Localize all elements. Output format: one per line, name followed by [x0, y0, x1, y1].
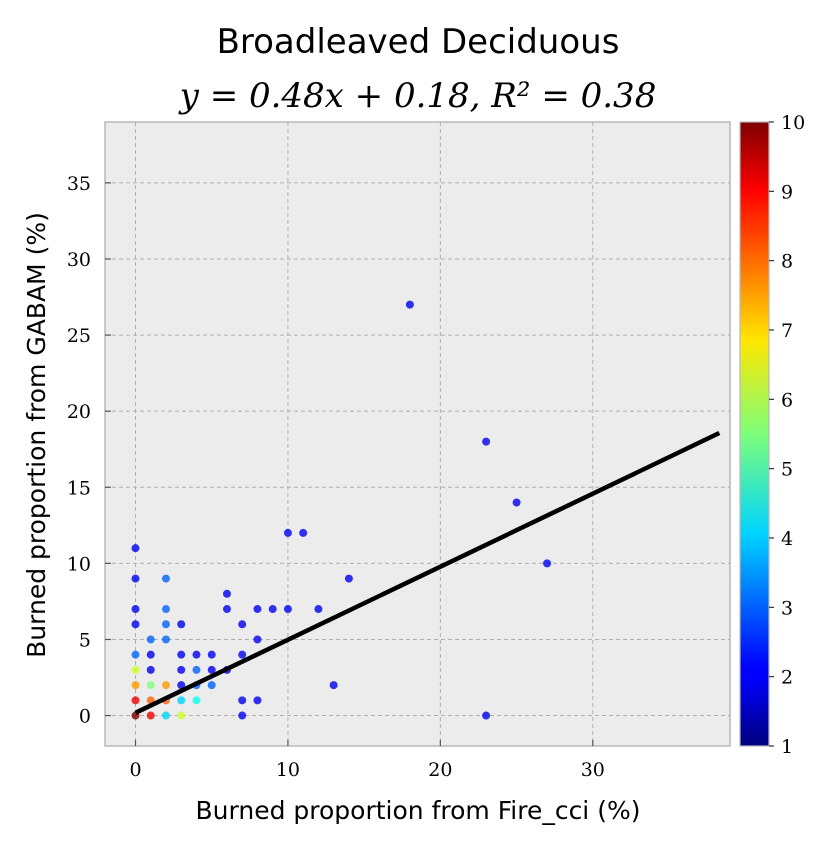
data-point — [283, 528, 292, 537]
data-point — [253, 605, 262, 614]
y-tick-label: 35 — [67, 173, 91, 195]
plot-area — [104, 121, 731, 747]
colorbar-tick-label: 8 — [781, 251, 793, 273]
data-point — [207, 665, 216, 674]
data-point — [131, 544, 140, 553]
colorbar-tick-label: 2 — [781, 667, 793, 689]
data-point — [177, 681, 186, 690]
colorbar-tick-label: 4 — [781, 528, 793, 550]
data-point — [238, 650, 247, 659]
data-point — [131, 605, 140, 614]
data-point — [222, 589, 231, 598]
y-tick-label: 25 — [67, 325, 91, 347]
data-point — [207, 650, 216, 659]
data-point — [177, 620, 186, 629]
data-point — [131, 681, 140, 690]
data-point — [253, 696, 262, 705]
data-point — [146, 635, 155, 644]
data-point — [146, 711, 155, 720]
data-point — [161, 605, 170, 614]
data-point — [146, 681, 155, 690]
data-point — [131, 650, 140, 659]
data-point — [131, 620, 140, 629]
data-point — [222, 605, 231, 614]
colorbar-tick-label: 9 — [781, 181, 793, 203]
data-point — [192, 665, 201, 674]
colorbar-tick-label: 7 — [781, 320, 793, 342]
data-point — [344, 574, 353, 583]
data-point — [146, 650, 155, 659]
data-point — [268, 605, 277, 614]
data-point — [146, 665, 155, 674]
data-point — [329, 681, 338, 690]
data-point — [131, 574, 140, 583]
data-point — [177, 665, 186, 674]
data-point — [482, 711, 491, 720]
chart-title: Broadleaved Deciduous — [217, 22, 620, 62]
data-point — [482, 437, 491, 446]
regression-equation: y = 0.48x + 0.18, R² = 0.38 — [178, 76, 657, 116]
colorbar-tick-label: 10 — [781, 112, 805, 134]
data-point — [177, 650, 186, 659]
data-point — [161, 635, 170, 644]
x-axis-label: Burned proportion from Fire_cci (%) — [196, 796, 641, 825]
data-point — [238, 620, 247, 629]
data-point — [405, 300, 414, 309]
colorbar-tick-label: 1 — [781, 736, 793, 758]
data-point — [131, 696, 140, 705]
data-points — [131, 300, 552, 720]
data-point — [161, 574, 170, 583]
y-axis-ticks: 0 5 10 15 20 25 30 35 — [67, 173, 111, 728]
y-tick-label: 20 — [67, 401, 91, 423]
data-point — [314, 605, 323, 614]
colorbar — [739, 121, 770, 747]
y-tick-label: 30 — [67, 249, 91, 271]
data-point — [161, 620, 170, 629]
x-tick-label: 10 — [276, 759, 300, 781]
x-tick-label: 30 — [581, 759, 605, 781]
data-point — [177, 711, 186, 720]
data-point — [161, 681, 170, 690]
data-point — [177, 696, 186, 705]
data-point — [192, 650, 201, 659]
data-point — [253, 635, 262, 644]
data-point — [283, 605, 292, 614]
data-point — [192, 696, 201, 705]
y-tick-label: 0 — [79, 706, 91, 728]
y-axis-label: Burned proportion from GABAM (%) — [22, 212, 51, 658]
data-point — [512, 498, 521, 507]
colorbar-tick-label: 3 — [781, 597, 793, 619]
data-point — [161, 711, 170, 720]
y-tick-label: 15 — [67, 477, 91, 499]
x-axis-ticks: 0 10 20 30 — [129, 740, 605, 781]
x-tick-label: 20 — [428, 759, 452, 781]
colorbar-tick-label: 6 — [781, 389, 793, 411]
data-point — [299, 528, 308, 537]
data-point — [207, 681, 216, 690]
y-tick-label: 10 — [67, 553, 91, 575]
x-tick-label: 0 — [129, 759, 141, 781]
colorbar-ticks: 1 2 3 4 5 6 7 8 9 10 — [769, 112, 805, 758]
data-point — [543, 559, 552, 568]
colorbar-tick-label: 5 — [781, 459, 793, 481]
data-point — [238, 711, 247, 720]
y-tick-label: 5 — [79, 629, 91, 651]
regression-line — [134, 430, 721, 715]
data-point — [131, 665, 140, 674]
data-point — [238, 696, 247, 705]
